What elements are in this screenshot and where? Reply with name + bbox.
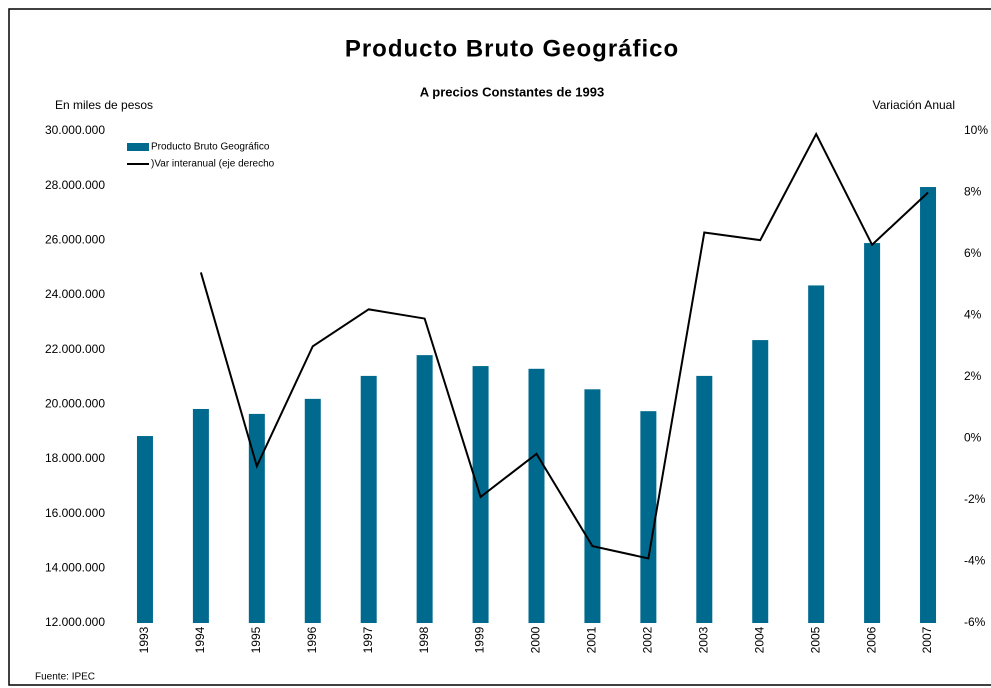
- bar: [136, 436, 153, 623]
- y2-tick-label: -6%: [964, 615, 986, 629]
- bar: [192, 408, 209, 623]
- y-tick-label: 14.000.000: [45, 561, 105, 575]
- y-tick-label: 18.000.000: [45, 451, 105, 465]
- bar: [752, 340, 769, 623]
- y2-tick-label: 6%: [964, 246, 982, 260]
- x-tick-label: 2004: [752, 626, 766, 653]
- x-tick-label: 1997: [361, 626, 375, 653]
- legend-swatch: [127, 143, 149, 151]
- y-axis-label: En miles de pesos: [55, 98, 153, 112]
- y2-tick-label: 4%: [964, 308, 982, 322]
- y2-tick-label: 10%: [964, 123, 988, 137]
- frame: [8, 8, 991, 686]
- bar: [248, 413, 265, 623]
- x-tick-label: 2002: [641, 626, 655, 653]
- legend-label: Producto Bruto Geográfico: [151, 142, 270, 153]
- x-tick-label: 1999: [473, 626, 487, 653]
- x-tick-label: 2005: [808, 626, 822, 653]
- y-tick-label: 20.000.000: [45, 397, 105, 411]
- y2-tick-label: 2%: [964, 369, 982, 383]
- y-tick-label: 28.000.000: [45, 178, 105, 192]
- bar: [920, 187, 937, 624]
- y-tick-label: 24.000.000: [45, 287, 105, 301]
- x-tick-label: 1996: [305, 626, 319, 653]
- x-tick-label: 1994: [193, 626, 207, 653]
- y-tick-label: 26.000.000: [45, 233, 105, 247]
- bar: [696, 375, 713, 623]
- chart-title: Producto Bruto Geográfico: [345, 35, 679, 62]
- y-tick-label: 30.000.000: [45, 123, 105, 137]
- chart-subtitle: A precios Constantes de 1993: [420, 84, 604, 99]
- y2-tick-label: 8%: [964, 185, 982, 199]
- x-tick-label: 2000: [529, 626, 543, 653]
- y2-axis-label: Variación Anual: [873, 98, 956, 112]
- legend-label: )Var interanual (eje derecho: [151, 159, 275, 170]
- bar: [528, 368, 545, 623]
- y2-tick-label: -4%: [964, 554, 986, 568]
- bar: [640, 411, 657, 623]
- y2-tick-label: 0%: [964, 431, 982, 445]
- bar: [416, 355, 433, 623]
- bar: [304, 398, 321, 623]
- line: [199, 131, 929, 560]
- y2-tick-label: -2%: [964, 492, 986, 506]
- x-tick-label: 2007: [920, 626, 934, 653]
- x-tick-label: 1993: [137, 626, 151, 653]
- source-note: Fuente: IPEC: [35, 672, 95, 683]
- x-tick-label: 1995: [249, 626, 263, 653]
- bar: [864, 243, 881, 624]
- bar: [584, 389, 601, 623]
- bar: [808, 285, 825, 623]
- y-tick-label: 12.000.000: [45, 615, 105, 629]
- bar: [360, 375, 377, 623]
- y-tick-label: 22.000.000: [45, 342, 105, 356]
- x-tick-label: 1998: [417, 626, 431, 653]
- x-tick-label: 2006: [864, 626, 878, 653]
- y-tick-label: 16.000.000: [45, 506, 105, 520]
- x-tick-label: 2001: [585, 626, 599, 653]
- x-tick-label: 2003: [696, 626, 710, 653]
